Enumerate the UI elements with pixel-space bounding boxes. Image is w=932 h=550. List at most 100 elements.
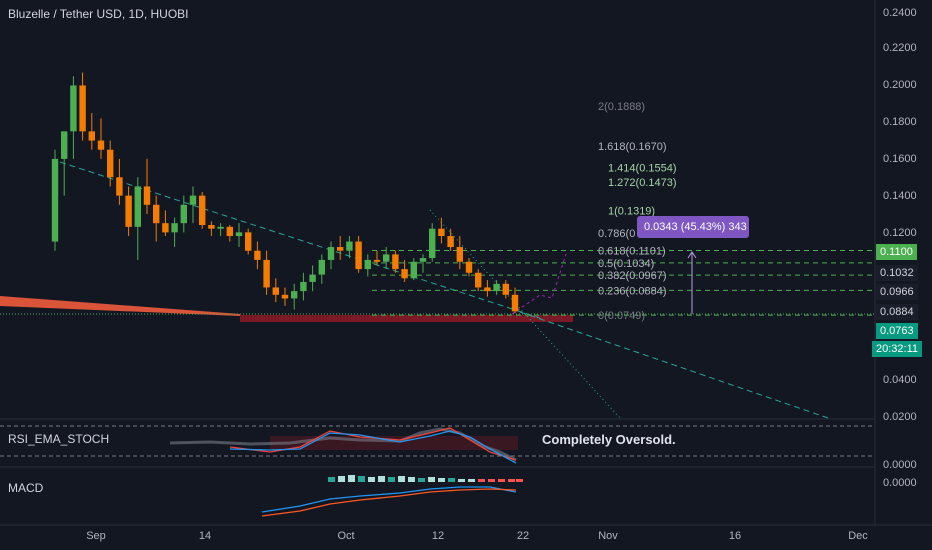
fib-level-label: 0(0.0749)	[598, 310, 645, 322]
candle-body	[419, 258, 427, 262]
candle-body	[337, 247, 344, 251]
macd-histogram-bar	[358, 476, 365, 482]
fib-level-label: 0.382(0.0967)	[598, 270, 667, 282]
rsi-pane-label: RSI_EMA_STOCH	[8, 432, 110, 446]
macd-histogram-bar	[428, 477, 435, 482]
macd-histogram-bar	[418, 478, 425, 482]
candle-body	[254, 250, 261, 260]
fib-level-label: 0.786(0	[598, 228, 635, 240]
fib-level-label: 1.272(0.1473)	[608, 177, 677, 189]
support-zone	[240, 315, 573, 322]
fib-level-label: 0.5(0.1034)	[598, 258, 654, 270]
candle-body	[429, 228, 436, 259]
macd-histogram-bar	[338, 476, 345, 482]
candle-body	[263, 259, 270, 288]
candle-body	[438, 228, 445, 237]
macd-line	[261, 486, 517, 513]
candle-body	[502, 283, 509, 295]
x-tick-label: 12	[431, 530, 445, 542]
candle-body	[97, 140, 105, 150]
macd-histogram-bar	[378, 476, 385, 482]
candle-body	[327, 247, 335, 260]
y-tick-label: 0.1800	[883, 116, 917, 128]
candle-body	[61, 131, 68, 159]
fib-level-label: 0.236(0.0884)	[598, 285, 667, 297]
candle-body	[392, 254, 399, 270]
candle-body	[171, 223, 178, 233]
candle-body	[235, 232, 243, 237]
macd-histogram-bar	[348, 475, 355, 482]
candle-body	[401, 269, 408, 279]
candle-body	[199, 195, 206, 226]
candle-body	[346, 241, 353, 251]
macd-histogram-bar	[448, 478, 455, 482]
macd-histogram-bar	[438, 478, 445, 482]
candle-body	[484, 287, 491, 292]
macd-signal-line	[261, 488, 517, 517]
candle-body	[410, 261, 417, 279]
trend-band	[0, 296, 240, 316]
rsi-stoch-k	[229, 427, 517, 461]
candle-body	[291, 291, 298, 299]
rsi-stoch-d	[229, 430, 517, 464]
y-tick-label: 0.0884	[876, 304, 918, 320]
trendline-extension	[519, 311, 829, 419]
macd-histogram-bar	[488, 479, 495, 482]
y-tick-label: 0.2000	[883, 79, 917, 91]
y-tick-label: 0.2400	[883, 7, 917, 19]
candle-body	[447, 236, 454, 248]
candle-body	[116, 177, 123, 196]
y-tick-label: 0.0400	[883, 374, 917, 386]
candle-body	[281, 294, 289, 299]
x-tick-label: 14	[198, 530, 212, 542]
candle-body	[318, 259, 325, 275]
macd-pane-label: MACD	[8, 481, 44, 495]
macd-histogram-bar	[478, 479, 485, 482]
chart-title: Bluzelle / Tether USD, 1D, HUOBI	[8, 7, 189, 21]
candle-body	[51, 158, 59, 242]
candle-body	[70, 85, 77, 132]
macd-histogram-bar	[516, 479, 523, 482]
candle-body	[245, 232, 252, 251]
countdown-tag: 20:32:11	[872, 341, 923, 357]
candle-body	[143, 186, 151, 205]
candle-body	[79, 85, 86, 132]
macd-histogram-bar	[388, 477, 395, 482]
x-tick-label: Sep	[86, 530, 106, 542]
macd-histogram-bar	[398, 476, 405, 482]
candle-body	[153, 204, 160, 224]
macd-histogram-bar	[458, 479, 465, 482]
candle-body	[162, 223, 169, 233]
rsi-line	[169, 427, 517, 462]
candle-body	[189, 195, 197, 205]
candle-body	[456, 247, 463, 262]
candle-body	[208, 225, 215, 229]
rsi-axis-label: 0.0000	[883, 459, 917, 471]
macd-histogram-bar	[498, 479, 505, 482]
fib-level-label: 1(0.1319)	[608, 206, 655, 218]
x-tick-label: 22	[516, 530, 530, 542]
macd-histogram-bar	[408, 477, 415, 482]
candle-body	[226, 226, 233, 237]
candle-body	[107, 149, 114, 178]
candle-body	[355, 241, 362, 270]
candle-body	[475, 272, 482, 288]
fib-level-label: 1.414(0.1554)	[608, 162, 677, 174]
y-tick-label: 0.1100	[876, 244, 917, 260]
y-tick-label: 0.0763	[876, 323, 918, 339]
macd-histogram-bar	[368, 477, 375, 482]
x-tick-label: Nov	[598, 530, 618, 542]
fib-level-label: 0.618(0.1101)	[598, 246, 666, 258]
candle-body	[364, 259, 371, 270]
macd-axis-label: 0.0000	[883, 477, 917, 489]
candle-body	[180, 204, 187, 224]
y-tick-label: 0.0200	[883, 411, 917, 423]
macd-histogram-bar	[328, 477, 335, 482]
x-tick-label: Oct	[337, 530, 355, 542]
x-tick-label: Dec	[848, 530, 868, 542]
y-tick-label: 0.1600	[883, 153, 917, 165]
y-tick-label: 0.1200	[883, 227, 917, 239]
y-tick-label: 0.1032	[876, 265, 918, 281]
